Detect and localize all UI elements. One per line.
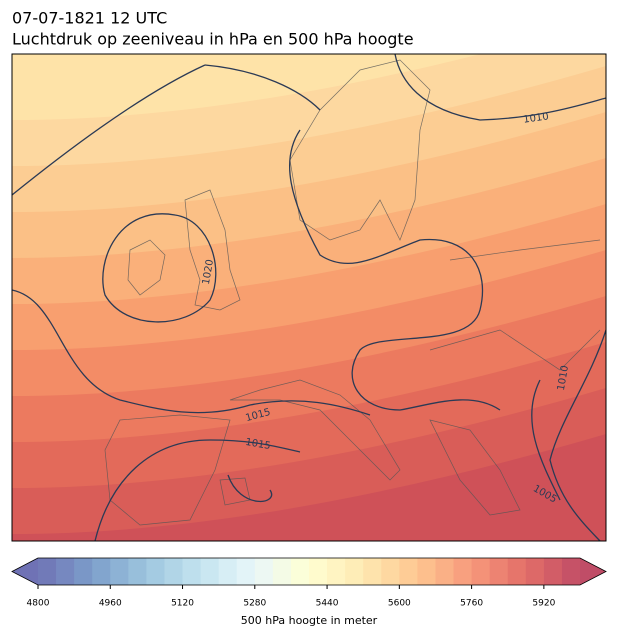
colorbar-segment xyxy=(471,558,491,585)
colorbar-segment xyxy=(561,558,581,585)
colorbar-segment xyxy=(525,558,545,585)
colorbar-segment xyxy=(38,558,57,585)
colorbar-segment xyxy=(489,558,509,585)
colorbar-tick-label: 4960 xyxy=(99,599,122,609)
colorbar-outline xyxy=(11,557,607,586)
colorbar-segment xyxy=(254,558,274,585)
height-bands xyxy=(12,54,606,541)
colorbar-segment xyxy=(92,558,111,585)
colorbar-segment xyxy=(272,558,292,585)
colorbar-segment xyxy=(453,558,473,585)
colorbar-segment xyxy=(218,558,238,585)
contour-label: 1015 xyxy=(244,437,271,452)
colorbar-segment xyxy=(164,558,184,585)
colorbar-segment xyxy=(128,558,147,585)
colorbar-segment xyxy=(110,558,129,585)
colorbar-segment xyxy=(327,558,346,585)
colorbar-extend-max xyxy=(580,558,606,585)
subtitle: Luchtdruk op zeeniveau in hPa en 500 hPa… xyxy=(12,30,414,49)
colorbar-tick-label: 5760 xyxy=(460,599,483,609)
colorbar-tick-label: 5920 xyxy=(532,599,555,609)
colorbar-segment xyxy=(435,558,455,585)
colorbar-segment xyxy=(74,558,93,585)
isobars xyxy=(12,54,606,541)
colorbar-segment xyxy=(56,558,75,585)
colorbar-tick-label: 4800 xyxy=(27,599,50,609)
colorbar-tick-label: 5440 xyxy=(316,599,339,609)
colorbar-segment xyxy=(182,558,202,585)
colorbar-segment xyxy=(381,558,400,585)
colorbar-segment xyxy=(363,558,382,585)
contour-label: 1010 xyxy=(523,111,550,125)
colorbar-segment xyxy=(200,558,220,585)
colorbar-label: 500 hPa hoogte in meter xyxy=(241,614,378,627)
colorbar-segment xyxy=(146,558,165,585)
colorbar-segment xyxy=(236,558,256,585)
colorbar-extend-min xyxy=(12,558,38,585)
colorbar-segment xyxy=(543,558,563,585)
contour-label: 1020 xyxy=(201,259,216,286)
colorbar-segment xyxy=(309,558,328,585)
colorbar-segment xyxy=(399,558,418,585)
colorbar-segment xyxy=(345,558,364,585)
colorbar-tick-label: 5600 xyxy=(388,599,411,609)
colorbar-segment xyxy=(507,558,527,585)
colorbar-segment xyxy=(290,558,310,585)
colorbar-tick-label: 5280 xyxy=(243,599,266,609)
colorbar-segment xyxy=(417,558,436,585)
title: 07-07-1821 12 UTC xyxy=(12,9,167,28)
colorbar: 4800 4960 5120 5280 5440 5600 5760 5920 xyxy=(11,557,607,609)
colorbar-tick-label: 5120 xyxy=(171,599,194,609)
map-frame xyxy=(11,53,607,542)
contour-label: 1010 xyxy=(556,365,571,392)
band xyxy=(12,434,606,541)
